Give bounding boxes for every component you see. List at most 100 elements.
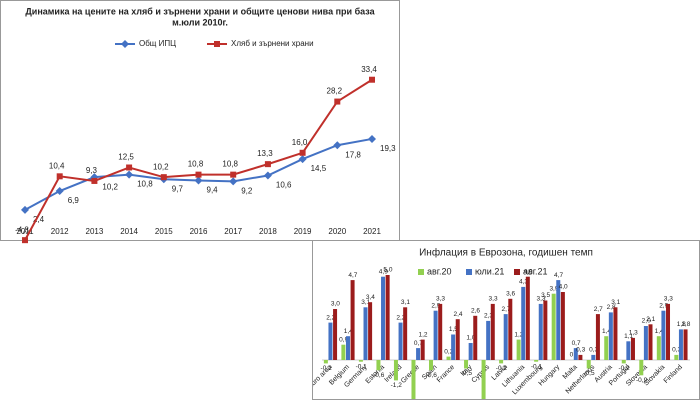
point xyxy=(160,174,167,181)
point xyxy=(91,177,98,184)
bar xyxy=(503,314,508,360)
point xyxy=(263,171,272,180)
bar xyxy=(393,360,398,381)
x-tick-label: 2019 xyxy=(294,227,312,236)
legend-marker xyxy=(418,269,424,275)
point xyxy=(195,171,202,178)
bar xyxy=(648,324,653,360)
data-label: 2,6 xyxy=(471,308,480,315)
bar xyxy=(345,336,350,360)
bar xyxy=(604,336,609,360)
data-label: -0,1 xyxy=(531,363,543,370)
bar xyxy=(683,329,688,360)
data-label: 2,2 xyxy=(396,314,405,321)
data-label: -0,5 xyxy=(461,370,473,377)
data-label: 2,9 xyxy=(431,302,440,309)
point xyxy=(194,176,203,185)
legend-label: авг.21 xyxy=(523,266,547,276)
point xyxy=(299,149,306,156)
chart-title: Инфлация в Еврозона, годишен темп xyxy=(419,247,593,259)
data-label: 4,7 xyxy=(348,272,357,279)
data-label: 10,8 xyxy=(222,160,238,169)
chart-title: Динамика на цените на хляб и зърнени хра… xyxy=(25,6,375,16)
x-tick-label: 2015 xyxy=(155,227,173,236)
bar xyxy=(586,360,591,369)
bar xyxy=(560,292,565,360)
bar xyxy=(376,360,381,371)
data-label: 10,8 xyxy=(137,180,153,189)
bar xyxy=(381,276,386,360)
data-label: 0,7 xyxy=(414,340,423,347)
bar xyxy=(468,343,473,360)
data-label: 3,0 xyxy=(331,301,340,308)
legend-marker xyxy=(514,269,520,275)
data-label: -0,6 xyxy=(373,372,385,379)
bar xyxy=(341,344,346,360)
legend-label: авг.20 xyxy=(427,266,451,276)
data-label: 9,2 xyxy=(241,186,253,195)
data-label: 9,3 xyxy=(86,166,98,175)
bar xyxy=(490,303,495,360)
data-label: 2,4 xyxy=(33,215,45,224)
bar xyxy=(438,303,443,360)
bar xyxy=(639,360,644,376)
data-label: 10,4 xyxy=(49,161,65,170)
data-label: 2,8 xyxy=(607,304,616,311)
bar xyxy=(508,298,513,360)
data-label: 10,2 xyxy=(102,182,118,191)
point xyxy=(264,161,271,168)
data-label: 10,6 xyxy=(276,181,292,190)
bar xyxy=(516,339,521,360)
data-label: 1,0 xyxy=(466,335,475,342)
data-label: -4,8 xyxy=(15,225,29,234)
data-label: 6,9 xyxy=(68,196,80,205)
bar xyxy=(451,334,456,360)
bar xyxy=(481,360,486,399)
x-tick-label: 2014 xyxy=(120,227,138,236)
data-label: 1,5 xyxy=(449,326,458,333)
bar xyxy=(573,348,578,360)
bar xyxy=(464,360,469,369)
data-label: -0,2 xyxy=(618,365,630,372)
data-label: 1,3 xyxy=(629,330,638,337)
data-label: 3,5 xyxy=(541,292,550,299)
bar xyxy=(674,354,679,360)
data-label: 9,4 xyxy=(207,186,219,195)
data-label: 4,3 xyxy=(519,279,528,286)
chart-subtitle: м.юли 2010г. xyxy=(172,17,228,27)
data-label: 3,3 xyxy=(537,296,546,303)
data-label: 2,7 xyxy=(501,306,510,313)
data-label: 2,1 xyxy=(646,316,655,323)
data-label: -0,5 xyxy=(583,370,595,377)
data-label: 3,1 xyxy=(361,299,370,306)
bar xyxy=(333,309,338,360)
data-label: 2,9 xyxy=(659,302,668,309)
bar xyxy=(363,307,368,360)
data-label: 1,2 xyxy=(514,331,523,338)
bar xyxy=(328,322,333,360)
bar xyxy=(538,303,543,360)
point xyxy=(21,205,29,214)
data-label: 28,2 xyxy=(327,87,343,96)
bar xyxy=(578,354,583,360)
data-label: 13,3 xyxy=(257,149,273,158)
bar xyxy=(621,360,626,364)
bar xyxy=(446,356,451,360)
bar xyxy=(429,360,434,371)
data-label: 3,9 xyxy=(549,285,558,292)
data-label: -0,2 xyxy=(321,365,333,372)
x-tick-label: 2012 xyxy=(51,227,69,236)
data-label: -0,6 xyxy=(426,372,438,379)
data-label: 1,4 xyxy=(602,328,611,335)
bar xyxy=(613,307,618,360)
bar xyxy=(666,303,671,360)
data-label: 1,8 xyxy=(677,321,686,328)
bar xyxy=(368,302,373,360)
point xyxy=(369,76,375,83)
bar xyxy=(411,360,416,399)
bar xyxy=(591,354,596,360)
x-tick-label: 2016 xyxy=(190,227,208,236)
line-chart: 2011 2012 2013 2014 2015 2016 2017 2018 2019 2020… xyxy=(15,39,396,244)
